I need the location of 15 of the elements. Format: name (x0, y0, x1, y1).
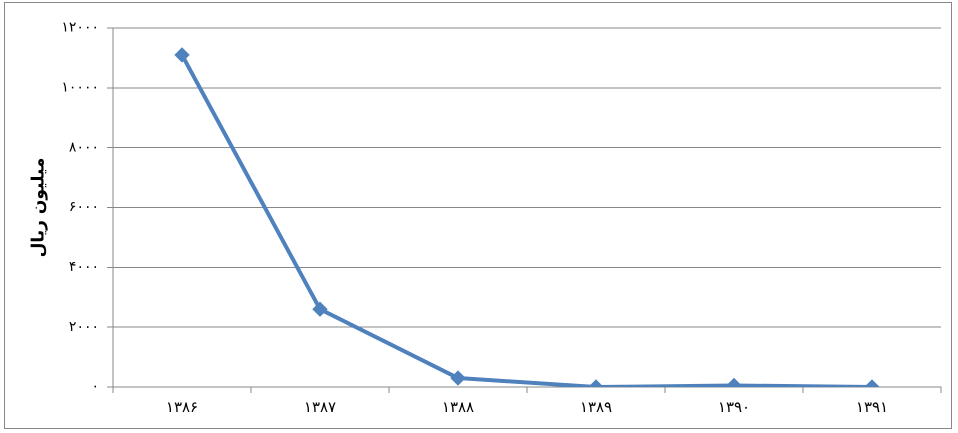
x-tick-label: ۱۳۹۰ (718, 398, 750, 416)
x-tick-label: ۱۳۸۷ (304, 398, 336, 416)
y-tick-label: ۱۲۰۰۰ (61, 20, 99, 36)
point (174, 47, 190, 62)
x-tick-label: ۱۳۸۹ (580, 398, 612, 416)
x-tick-label: ۱۳۸۸ (442, 398, 474, 416)
y-tick-label: ۰ (91, 378, 99, 395)
x-tick-label: ۱۳۸۶ (166, 398, 198, 416)
y-tick-label: ۱۰۰۰۰ (61, 79, 99, 96)
y-tick-label: ۴۰۰۰ (68, 258, 99, 275)
y-tick-label: ۶۰۰۰ (68, 199, 99, 216)
y-tick-label: ۸۰۰۰ (68, 139, 99, 156)
y-tick-label: ۲۰۰۰ (68, 318, 99, 335)
x-tick-label: ۱۳۹۱ (856, 398, 888, 416)
y-axis-title: میلیون ریال (28, 158, 49, 258)
